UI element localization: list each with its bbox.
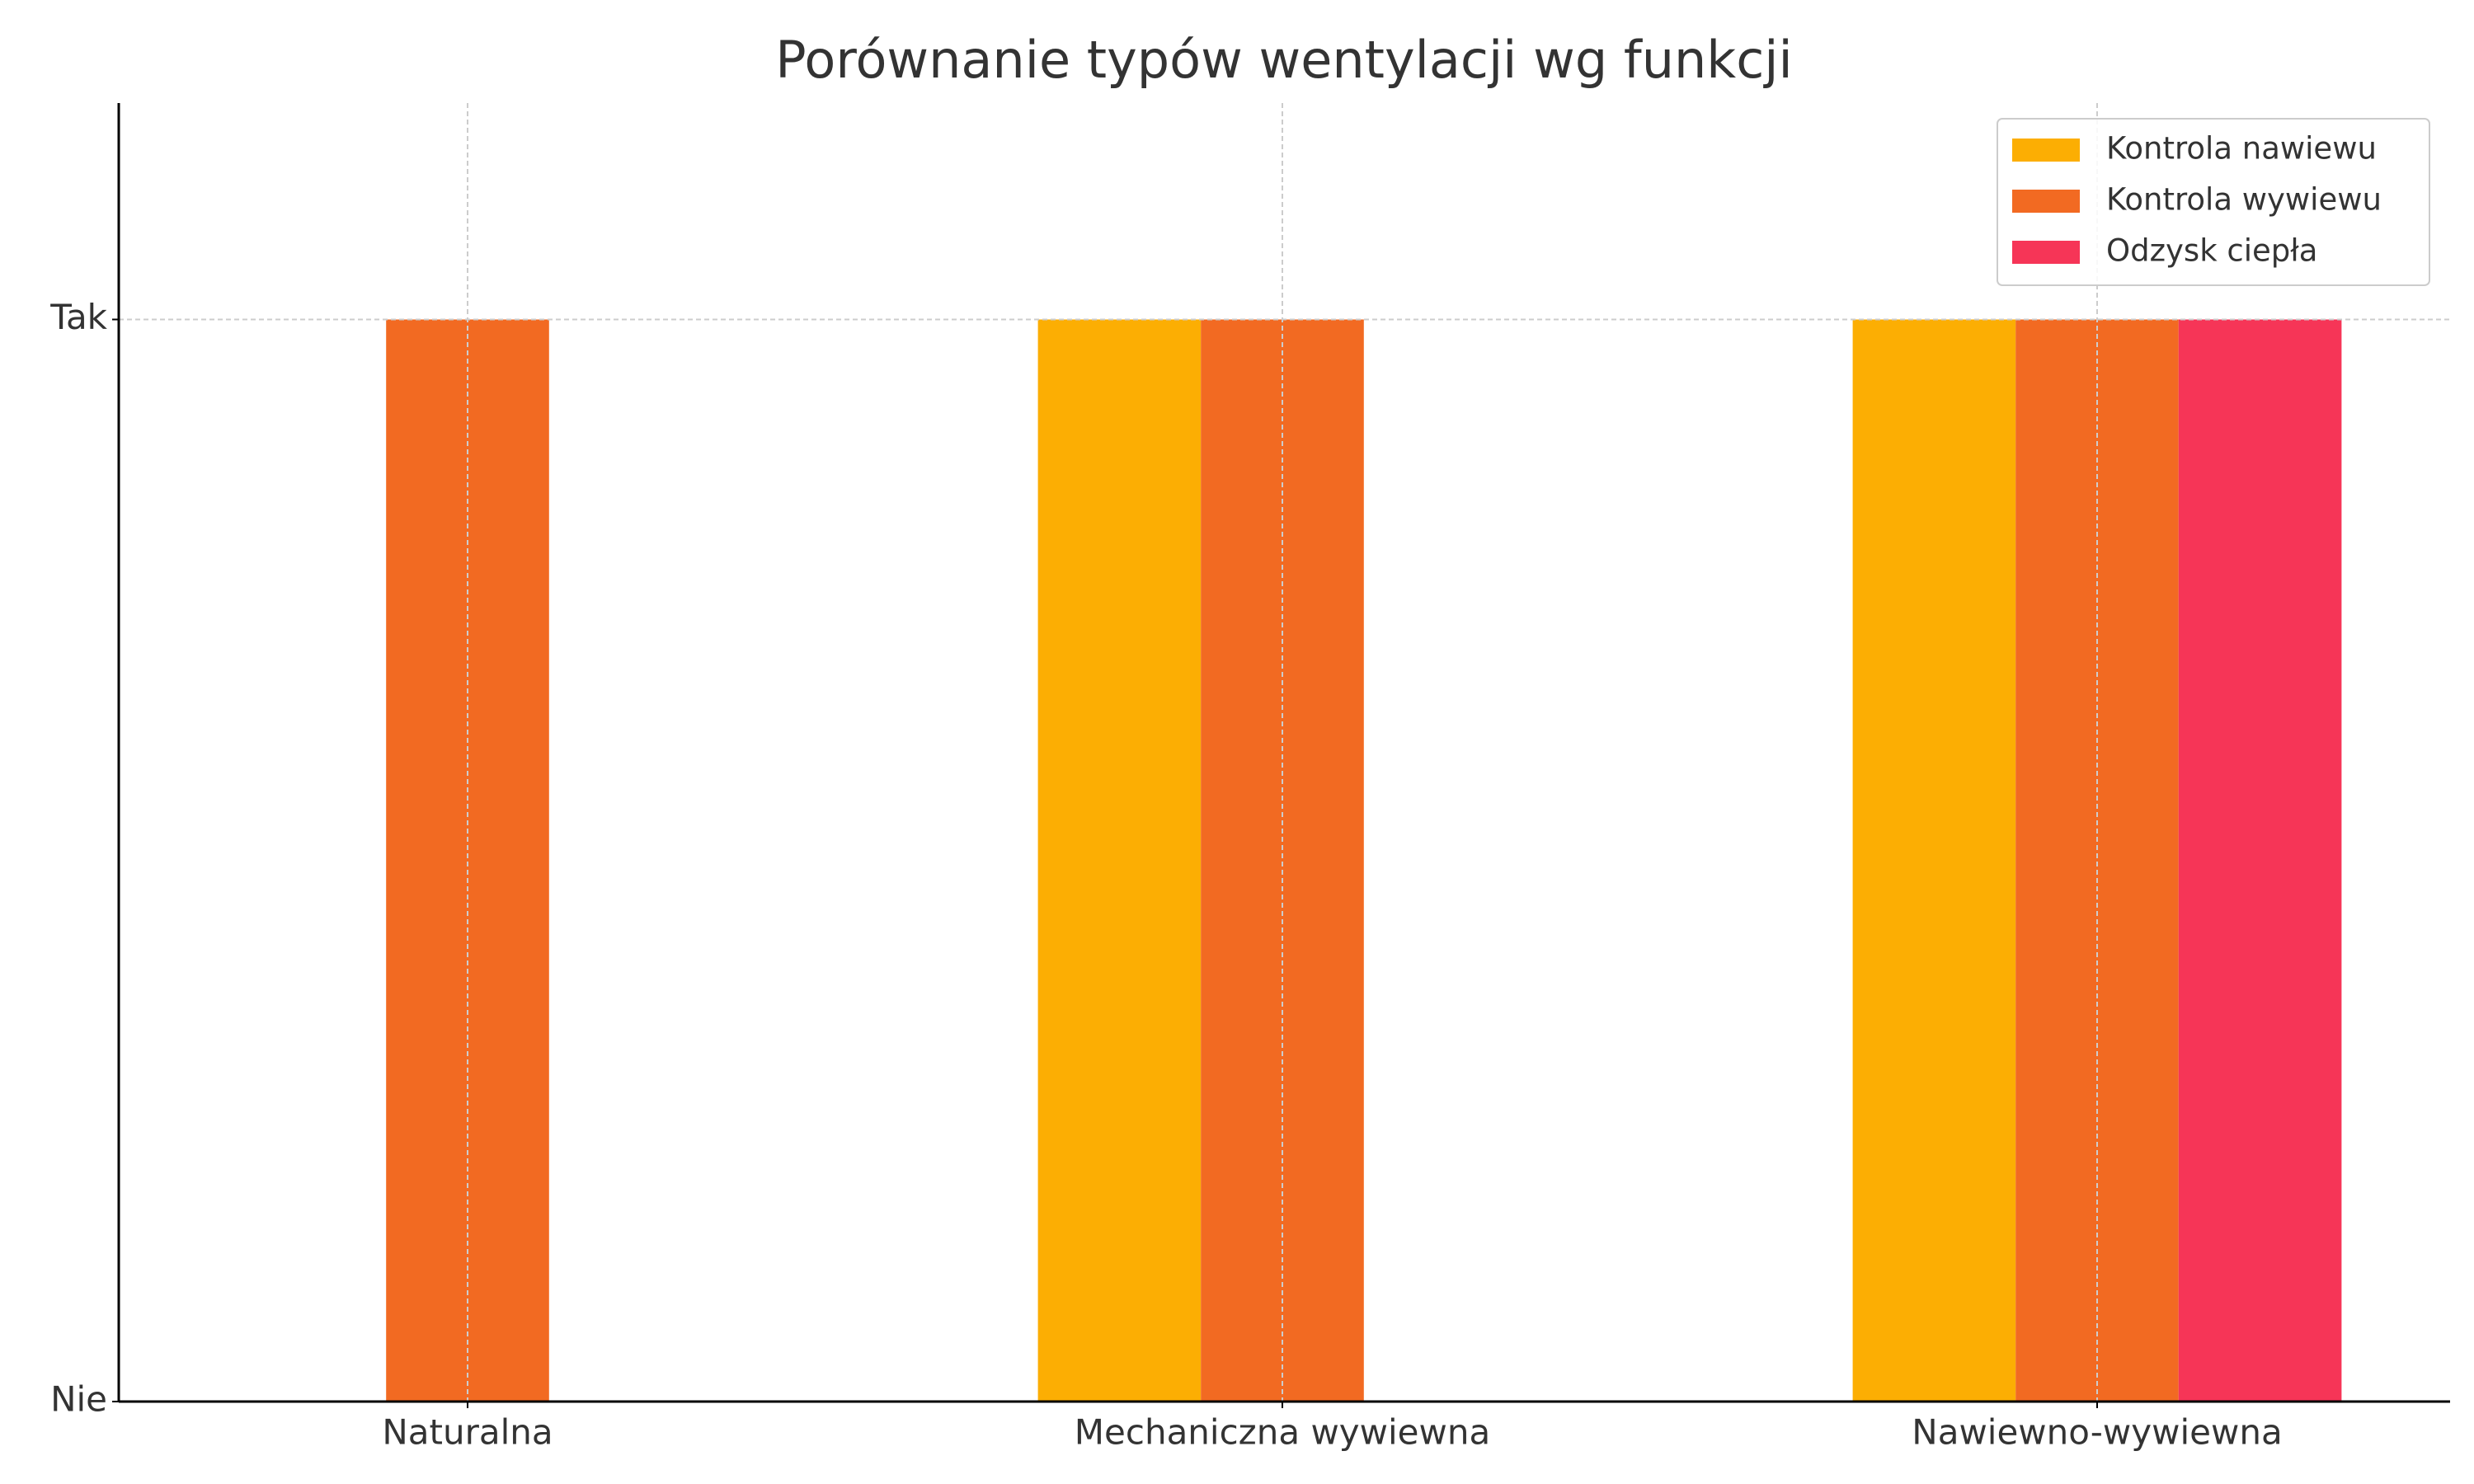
y-tick-label: Tak xyxy=(49,297,107,337)
legend-label: Kontrola wywiewu xyxy=(2106,182,2382,218)
x-tick-label: Nawiewno-wywiewna xyxy=(1912,1412,2282,1453)
bar xyxy=(386,319,549,1402)
legend-swatch xyxy=(2012,241,2080,264)
bar xyxy=(2178,319,2342,1402)
legend-swatch xyxy=(2012,190,2080,213)
bar xyxy=(1037,319,1202,1402)
x-tick-label: Naturalna xyxy=(382,1412,553,1453)
bar xyxy=(2015,319,2179,1402)
bar xyxy=(1201,319,1364,1402)
x-tick-label: Mechaniczna wywiewna xyxy=(1075,1412,1490,1453)
legend-label: Odzysk ciepła xyxy=(2106,233,2317,269)
y-tick-label: Nie xyxy=(50,1379,107,1420)
chart-title: Porównanie typów wentylacji wg funkcji xyxy=(775,30,1793,90)
legend-swatch xyxy=(2012,139,2080,162)
legend-box xyxy=(1997,118,2430,286)
bar xyxy=(1852,319,2016,1402)
legend-label: Kontrola nawiewu xyxy=(2106,131,2377,167)
